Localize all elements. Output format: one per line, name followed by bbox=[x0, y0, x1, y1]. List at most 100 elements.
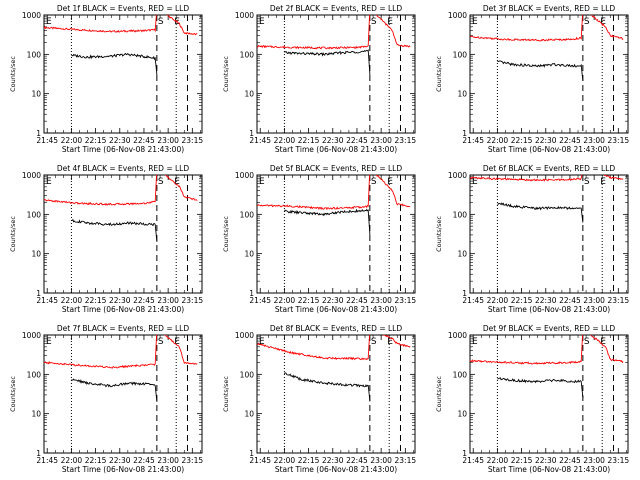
lld-rate-line bbox=[257, 175, 411, 211]
end-marker-label: E bbox=[387, 177, 393, 187]
x-tick-label: 21:45 bbox=[462, 296, 484, 305]
chart-panel-5: Det 5f BLACK = Events, RED = LLD Counts/s… bbox=[222, 164, 416, 314]
y-tick-label: 100 bbox=[240, 210, 255, 219]
chart-panel-9: Det 9f BLACK = Events, RED = LLD Counts/s… bbox=[435, 324, 629, 474]
x-tick-label: 22:00 bbox=[274, 456, 296, 465]
x-tick-label: 22:45 bbox=[559, 456, 581, 465]
y-tick-label: 100 bbox=[240, 50, 255, 59]
x-tick-label: 22:15 bbox=[298, 296, 320, 305]
chart-title: Det 5f BLACK = Events, RED = LLD bbox=[270, 164, 403, 173]
y-tick-label: 1000 bbox=[448, 331, 467, 340]
y-tick-label: 100 bbox=[27, 210, 42, 219]
chart-title: Det 7f BLACK = Events, RED = LLD bbox=[57, 324, 190, 333]
end-marker-label: E bbox=[174, 177, 180, 187]
x-tick-label: 22:45 bbox=[346, 296, 368, 305]
end-marker-label: E bbox=[600, 17, 606, 27]
x-tick-label: 23:00 bbox=[370, 296, 392, 305]
y-tick-label: 1000 bbox=[448, 11, 467, 20]
x-tick-label: 23:15 bbox=[608, 296, 630, 305]
y-tick-label: 100 bbox=[240, 370, 255, 379]
end-marker-label: E bbox=[259, 177, 265, 187]
chart-panel-8: Det 8f BLACK = Events, RED = LLD Counts/s… bbox=[222, 324, 416, 474]
y-tick-label: 1000 bbox=[22, 11, 41, 20]
start-marker-label: S bbox=[158, 337, 164, 347]
x-tick-label: 21:45 bbox=[462, 136, 484, 145]
x-tick-label: 22:15 bbox=[298, 456, 320, 465]
x-tick-label: 22:15 bbox=[85, 456, 107, 465]
x-tick-label: 22:30 bbox=[322, 456, 344, 465]
x-tick-label: 23:00 bbox=[583, 456, 605, 465]
end-marker-label: E bbox=[472, 337, 478, 347]
x-axis-label: Start Time (06-Nov-08 21:43:00) bbox=[62, 145, 184, 154]
y-tick-label: 1 bbox=[249, 289, 254, 298]
y-tick-label: 1 bbox=[462, 449, 467, 458]
x-tick-label: 23:00 bbox=[157, 136, 179, 145]
start-marker-label: S bbox=[584, 177, 590, 187]
y-tick-label: 1 bbox=[462, 289, 467, 298]
x-tick-label: 22:00 bbox=[61, 296, 83, 305]
x-tick-label: 21:45 bbox=[462, 456, 484, 465]
x-tick-label: 22:45 bbox=[133, 136, 155, 145]
y-tick-label: 10 bbox=[457, 90, 467, 99]
y-tick-label: 100 bbox=[453, 210, 468, 219]
y-tick-label: 100 bbox=[27, 370, 42, 379]
end-marker-label: E bbox=[46, 337, 52, 347]
x-tick-label: 23:00 bbox=[157, 296, 179, 305]
y-tick-label: 10 bbox=[31, 250, 41, 259]
y-tick-label: 10 bbox=[244, 250, 254, 259]
y-axis-label: Counts/sec bbox=[9, 216, 17, 252]
events-rate-line bbox=[71, 218, 158, 242]
x-tick-label: 23:15 bbox=[608, 456, 630, 465]
end-marker-label: E bbox=[174, 337, 180, 347]
x-tick-label: 23:00 bbox=[583, 136, 605, 145]
start-marker-label: S bbox=[371, 337, 377, 347]
y-tick-label: 10 bbox=[31, 410, 41, 419]
x-axis-label: Start Time (06-Nov-08 21:43:00) bbox=[488, 145, 610, 154]
y-tick-label: 10 bbox=[244, 90, 254, 99]
lld-rate-line bbox=[470, 15, 624, 42]
end-marker-label: E bbox=[600, 177, 606, 187]
x-tick-label: 23:15 bbox=[182, 136, 204, 145]
x-tick-label: 22:30 bbox=[535, 456, 557, 465]
y-axis-label: Counts/sec bbox=[222, 56, 230, 92]
chart-panel-2: Det 2f BLACK = Events, RED = LLD Counts/s… bbox=[222, 4, 416, 154]
events-rate-line bbox=[497, 60, 584, 81]
x-tick-label: 23:00 bbox=[370, 456, 392, 465]
y-tick-label: 100 bbox=[453, 50, 468, 59]
y-tick-label: 100 bbox=[27, 50, 42, 59]
start-marker-label: S bbox=[158, 17, 164, 27]
y-axis-label: Counts/sec bbox=[9, 376, 17, 412]
y-tick-label: 1000 bbox=[22, 171, 41, 180]
plot-frame bbox=[256, 14, 416, 134]
start-marker-label: S bbox=[584, 337, 590, 347]
chart-title: Det 1f BLACK = Events, RED = LLD bbox=[57, 4, 190, 13]
x-tick-label: 23:15 bbox=[395, 456, 417, 465]
lld-rate-line bbox=[257, 15, 411, 50]
x-tick-label: 22:45 bbox=[133, 296, 155, 305]
end-marker-label: E bbox=[472, 17, 478, 27]
y-tick-label: 1000 bbox=[235, 171, 254, 180]
x-tick-label: 22:00 bbox=[61, 456, 83, 465]
end-marker-label: E bbox=[387, 17, 393, 27]
y-axis-label: Counts/sec bbox=[435, 376, 443, 412]
lld-rate-line bbox=[44, 335, 198, 369]
chart-panel-1: Det 1f BLACK = Events, RED = LLD Counts/s… bbox=[9, 4, 203, 154]
x-tick-label: 22:00 bbox=[274, 136, 296, 145]
events-rate-line bbox=[497, 377, 584, 399]
plot-frame bbox=[469, 334, 629, 454]
lld-rate-line bbox=[470, 175, 624, 182]
x-tick-label: 22:30 bbox=[322, 136, 344, 145]
x-tick-label: 22:00 bbox=[61, 136, 83, 145]
x-tick-label: 23:15 bbox=[182, 296, 204, 305]
x-tick-label: 21:45 bbox=[249, 136, 271, 145]
events-rate-line bbox=[284, 49, 371, 75]
chart-title: Det 4f BLACK = Events, RED = LLD bbox=[57, 164, 190, 173]
y-tick-label: 10 bbox=[244, 410, 254, 419]
x-tick-label: 22:45 bbox=[133, 456, 155, 465]
lld-rate-line bbox=[44, 175, 198, 206]
y-tick-label: 1000 bbox=[235, 331, 254, 340]
x-tick-label: 22:30 bbox=[322, 296, 344, 305]
y-tick-label: 1000 bbox=[448, 171, 467, 180]
x-tick-label: 22:00 bbox=[487, 456, 509, 465]
